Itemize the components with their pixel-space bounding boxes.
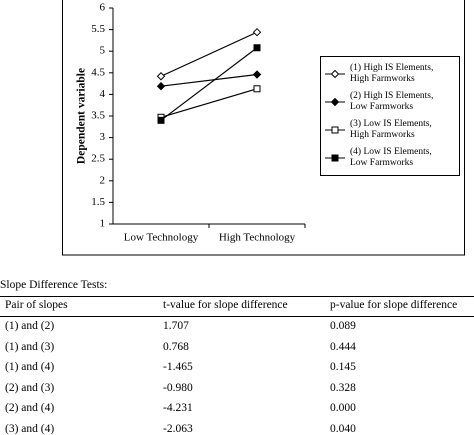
- legend-label: (3) Low IS Elements, High Farmworks: [350, 119, 432, 140]
- marker: [330, 97, 340, 107]
- table-cell: -0.980: [163, 381, 193, 394]
- y-axis-label: Dependent variable: [76, 68, 88, 164]
- table-cell: 0.040: [330, 422, 356, 435]
- legend-icon: [325, 97, 345, 107]
- table-header: Pair of slopes: [5, 299, 68, 311]
- y-tick-label: 1.5: [91, 196, 105, 208]
- marker: [156, 81, 166, 91]
- series-line: [160, 47, 258, 121]
- table-cell: -4.231: [163, 402, 193, 414]
- y-tick-label: 4: [100, 88, 106, 100]
- legend-icon: [325, 126, 345, 134]
- table-cell: (2) and (4): [5, 402, 55, 414]
- marker: [330, 69, 340, 79]
- table-header: p-value for slope difference: [330, 299, 458, 311]
- table-cell: 1.707: [163, 320, 189, 332]
- marker: [331, 126, 339, 134]
- table-title: Slope Difference Tests:: [0, 279, 108, 291]
- legend-label: (4) Low IS Elements, Low Farmworks: [350, 147, 432, 168]
- table-rule: [0, 316, 474, 317]
- series-line: [160, 73, 258, 87]
- legend-label: (2) High IS Elements, Low Farmworks: [350, 91, 434, 112]
- marker: [156, 72, 166, 81]
- chart: Dependent variable 1 1.5 2 2.5 3 3.5 4 4.5 5 5.5 6…: [62, 0, 465, 256]
- legend-item: (3) Low IS Elements, High Farmworks: [323, 116, 457, 144]
- legend-icon: [325, 154, 345, 162]
- table-cell: 0.145: [330, 361, 356, 373]
- legend-label: (1) High IS Elements, High Farmworks: [350, 63, 434, 84]
- legend-item: (2) High IS Elements, Low Farmworks: [323, 88, 457, 116]
- y-tick-label: 3: [100, 131, 106, 143]
- y-tick-label: 3.5: [91, 110, 105, 122]
- y-tick-label: 6: [100, 2, 106, 14]
- table-cell: 0.328: [330, 381, 356, 394]
- y-tick-label: 2: [100, 174, 106, 186]
- table-cell: 0.089: [330, 320, 356, 332]
- y-tick-label: 2.5: [91, 153, 105, 165]
- chart-frame: [62, 0, 465, 256]
- table-cell: (1) and (2): [5, 320, 55, 332]
- y-tick-label: 1: [100, 218, 106, 230]
- table-cell: (2) and (3): [5, 381, 55, 394]
- table-cell: -1.465: [163, 361, 193, 373]
- marker: [252, 70, 262, 79]
- marker: [253, 85, 261, 93]
- series-line: [160, 88, 258, 118]
- x-tick-label: High Technology: [219, 232, 296, 244]
- table-cell: 0.444: [330, 340, 356, 353]
- table-cell: (3) and (4): [5, 422, 55, 435]
- legend-item: (1) High IS Elements, High Farmworks: [323, 60, 457, 88]
- table-cell: 0.768: [163, 340, 189, 353]
- legend-icon: [325, 69, 345, 79]
- table-cell: -2.063: [163, 422, 193, 435]
- marker: [253, 44, 261, 52]
- y-tick-label: 4.5: [91, 66, 105, 78]
- marker: [157, 116, 165, 124]
- series-line: [160, 31, 258, 77]
- table-cell: (1) and (4): [5, 361, 55, 373]
- legend: (1) High IS Elements, High Farmworks (2) …: [320, 56, 460, 176]
- table-rule: [0, 296, 474, 297]
- y-tick-label: 5: [100, 45, 106, 57]
- table-header: t-value for slope difference: [163, 299, 288, 311]
- marker: [252, 27, 262, 37]
- marker: [331, 154, 339, 162]
- x-tick-label: Low Technology: [124, 232, 199, 244]
- table-cell: (1) and (3): [5, 340, 55, 353]
- y-tick-label: 5.5: [91, 23, 105, 35]
- table-cell: 0.000: [330, 402, 356, 414]
- legend-item: (4) Low IS Elements, Low Farmworks: [323, 144, 457, 172]
